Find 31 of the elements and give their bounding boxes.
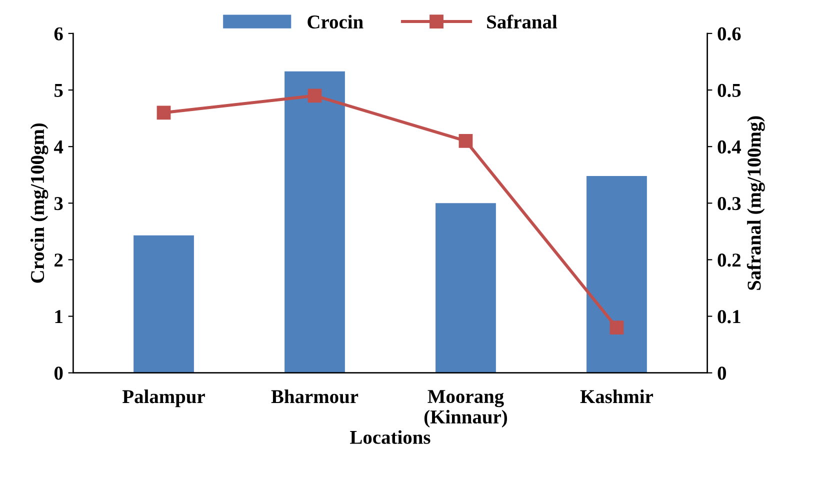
y-axis-title: Crocin (mg/100gm) [30,123,48,283]
y2-axis-title: Safranal (mg/100mg) [746,116,765,290]
bar [586,176,647,373]
y2-tick-label: 0.5 [718,84,741,98]
point [610,320,624,335]
x-axis-title: Locations [350,430,430,444]
legend-label: Safranal [487,14,558,29]
x-tick-label: Palampur [122,390,205,408]
bar [284,71,345,373]
point [308,88,322,103]
bar [134,235,194,373]
x-tick-label: Bharmour [271,390,358,404]
y2-tick-label: 0.6 [718,27,741,40]
y-tick-label: 2 [54,254,63,266]
y-tick-label: 0 [54,366,63,380]
y-tick-label: 6 [54,27,63,40]
point [156,106,171,120]
y-tick-label: 4 [54,140,64,154]
bar [436,203,496,373]
legend-label: Crocin [308,14,364,29]
y-tick-label: 5 [54,84,63,97]
y2-tick-label: 0.4 [718,140,741,154]
y2-tick-label: 0 [718,366,726,380]
y2-tick-label: 0.1 [718,310,740,324]
y-tick-label: 1 [55,310,62,324]
y2-tick-label: 0.3 [718,196,741,210]
x-tick-label: Moorang (Kinnaur) [424,390,508,428]
x-tick-label: Kashmir [580,390,654,404]
y-tick-label: 3 [54,197,63,210]
point [458,134,473,148]
y2-tick-label: 0.2 [718,254,740,267]
